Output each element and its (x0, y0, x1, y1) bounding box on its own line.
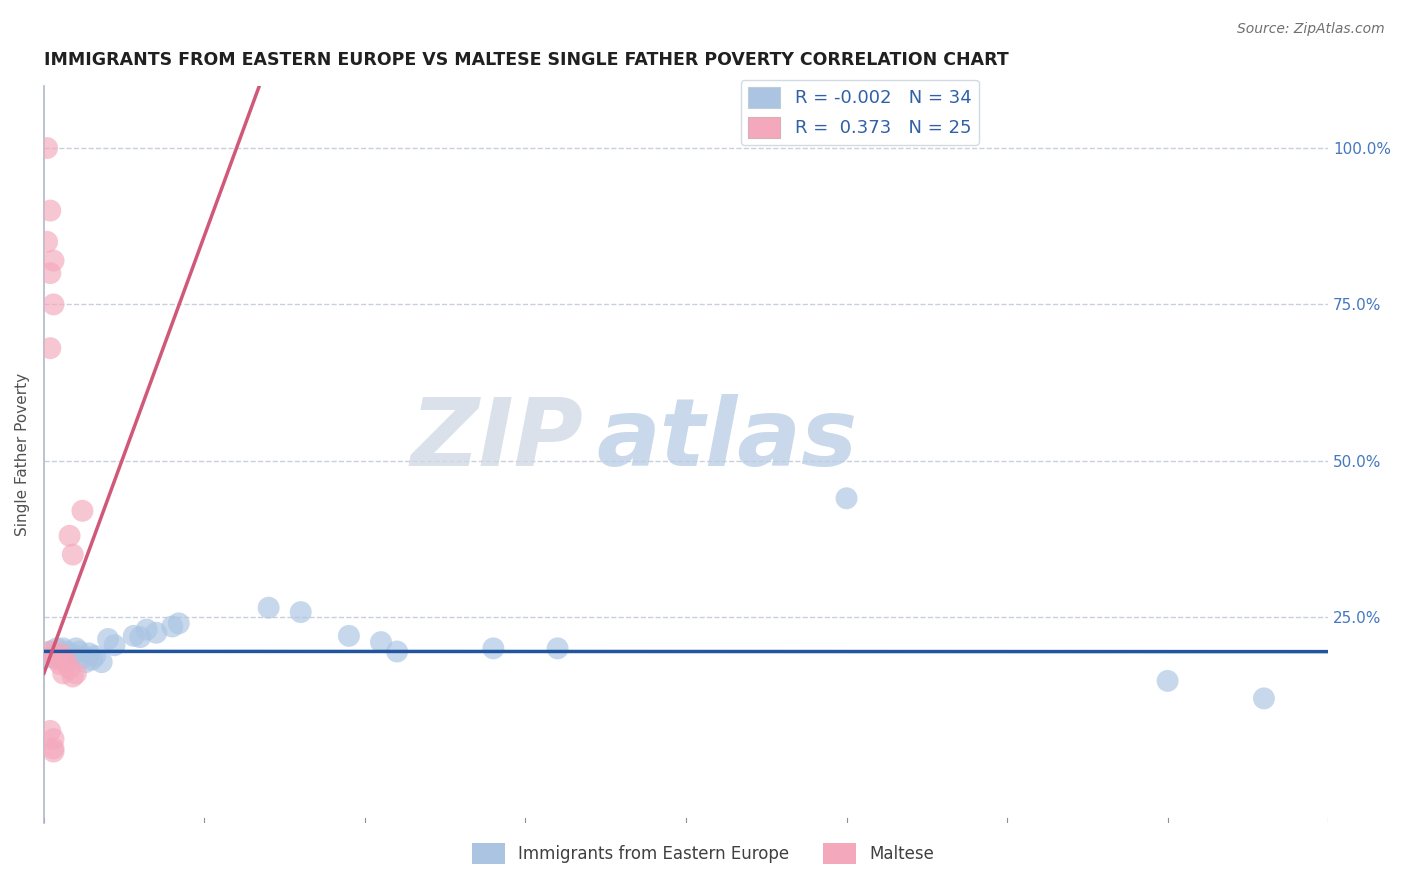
Point (52, 641, 75, 656)
Point (39, 644, 62, 658)
Point (290, 605, 312, 619)
Legend: R = -0.002   N = 34, R =  0.373   N = 25: R = -0.002 N = 34, R = 0.373 N = 25 (741, 79, 979, 145)
Point (62, 669, 84, 683)
Point (39, 723, 62, 738)
Point (62, 548, 84, 562)
Point (45, 652, 67, 666)
Point (39, 341, 62, 355)
Point (75, 655, 97, 669)
Point (49, 648, 72, 662)
Text: ZIP: ZIP (411, 393, 583, 486)
Point (49, 657, 72, 671)
Point (67, 644, 90, 658)
Y-axis label: Single Father Poverty: Single Father Poverty (15, 373, 30, 536)
Point (42, 741, 65, 756)
Point (39, 266, 62, 280)
Point (58, 650, 80, 665)
Point (62, 648, 84, 662)
Point (370, 635, 392, 649)
Point (39, 644, 62, 658)
Point (482, 641, 505, 656)
Point (35, 141, 58, 155)
Point (58, 529, 80, 543)
Point (1156, 673, 1178, 688)
Point (84, 648, 107, 663)
Point (90, 655, 112, 669)
Point (103, 638, 125, 652)
Point (49, 646, 72, 660)
Point (80, 652, 103, 666)
Point (65, 641, 87, 656)
Point (162, 619, 184, 633)
Point (129, 630, 152, 644)
Point (42, 650, 65, 665)
Point (385, 644, 408, 658)
Point (135, 623, 157, 637)
Text: IMMIGRANTS FROM EASTERN EUROPE VS MALTESE SINGLE FATHER POVERTY CORRELATION CHAR: IMMIGRANTS FROM EASTERN EUROPE VS MALTES… (44, 51, 1008, 69)
Point (58, 661, 80, 675)
Point (55, 655, 77, 669)
Point (35, 235, 58, 249)
Text: Source: ZipAtlas.com: Source: ZipAtlas.com (1237, 22, 1385, 37)
Point (42, 732, 65, 747)
Point (835, 491, 858, 506)
Point (42, 297, 65, 311)
Point (257, 600, 280, 615)
Point (52, 666, 75, 681)
Point (77, 646, 100, 660)
Point (72, 650, 94, 665)
Point (42, 648, 65, 663)
Point (72, 504, 94, 518)
Point (42, 253, 65, 268)
Point (45, 641, 67, 656)
Point (97, 632, 120, 646)
Point (167, 616, 190, 631)
Point (42, 745, 65, 759)
Point (55, 644, 77, 658)
Point (1253, 691, 1275, 706)
Point (52, 650, 75, 665)
Point (65, 666, 87, 681)
Text: atlas: atlas (596, 393, 858, 486)
Point (547, 641, 569, 656)
Point (337, 629, 360, 643)
Point (122, 629, 145, 643)
Point (39, 203, 62, 218)
Point (145, 625, 167, 640)
Legend: Immigrants from Eastern Europe, Maltese: Immigrants from Eastern Europe, Maltese (465, 837, 941, 871)
